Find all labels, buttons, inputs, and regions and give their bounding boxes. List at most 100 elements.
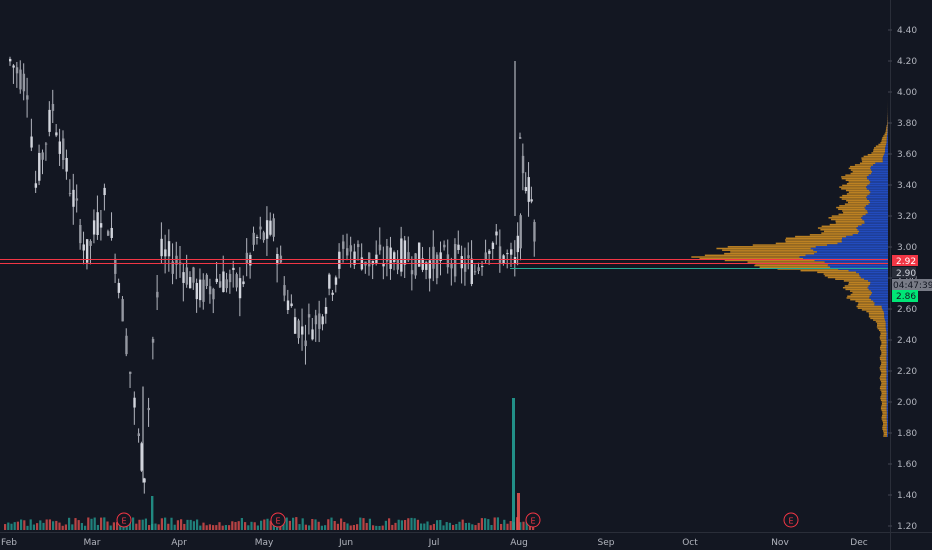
- volume-bar: [247, 525, 250, 530]
- candle-body: [519, 215, 522, 249]
- profile-bar-up: [865, 208, 888, 211]
- volume-bar: [52, 521, 55, 530]
- profile-bar-down: [881, 418, 887, 420]
- profile-bar-down: [880, 333, 887, 335]
- volume-bar: [128, 520, 131, 530]
- profile-bar-down: [883, 435, 888, 437]
- profile-bar-up: [885, 322, 888, 325]
- candle-body: [96, 212, 99, 235]
- profile-bar-up: [867, 194, 888, 197]
- profile-bar-down: [879, 338, 887, 340]
- volume-bar: [365, 522, 368, 530]
- profile-bar-down: [862, 160, 883, 163]
- profile-bar-down: [859, 162, 876, 164]
- earnings-marker[interactable]: [525, 512, 541, 528]
- profile-bar-up: [886, 351, 888, 354]
- profile-bar-down: [868, 315, 885, 318]
- profile-bar-down: [887, 121, 888, 124]
- volume-bar: [372, 525, 375, 530]
- profile-bar-up: [883, 310, 888, 313]
- volume-bar: [151, 496, 154, 530]
- volume-bar: [144, 518, 147, 530]
- profile-bar-down: [881, 341, 887, 344]
- candle-body: [238, 278, 242, 299]
- candle-body: [378, 244, 382, 251]
- candle-body: [457, 244, 460, 250]
- profile-bar-up: [875, 162, 888, 164]
- candle-body: [510, 249, 513, 255]
- volume-bar: [167, 523, 170, 530]
- profile-bar-up: [846, 235, 888, 238]
- volume-bar: [452, 524, 455, 530]
- profile-bar-up: [886, 375, 888, 378]
- candle-body: [235, 274, 238, 288]
- candle-body: [232, 267, 235, 270]
- volume-bar: [503, 519, 506, 530]
- volume-bar: [141, 519, 144, 530]
- price-tick-label: 3.80: [897, 119, 917, 129]
- volume-bar: [29, 519, 32, 530]
- profile-bar-down: [716, 247, 811, 250]
- profile-bar-down: [842, 286, 868, 289]
- volume-bar: [160, 518, 163, 530]
- profile-bar-up: [886, 361, 888, 364]
- volume-bar: [336, 523, 339, 530]
- candle-body: [269, 220, 272, 235]
- profile-bar-up: [871, 292, 888, 294]
- profile-bar-up: [852, 234, 888, 236]
- volume-bar: [317, 521, 320, 530]
- profile-bar-up: [867, 210, 888, 212]
- profile-bar-down: [855, 300, 874, 303]
- profile-bar-down: [850, 290, 871, 292]
- candle-body: [182, 272, 185, 283]
- volume-bar: [468, 522, 471, 530]
- candle-body: [516, 235, 520, 253]
- profile-bar-up: [886, 329, 888, 332]
- volume-bar: [68, 517, 71, 530]
- profile-bar-down: [845, 288, 869, 291]
- candle-body: [453, 244, 457, 277]
- volume-bar: [164, 517, 167, 530]
- volume-bar: [10, 523, 13, 530]
- profile-bar-down: [839, 196, 867, 199]
- volume-bar: [109, 525, 112, 530]
- profile-bar-down: [880, 142, 887, 144]
- volume-bar: [244, 522, 247, 530]
- volume-bar: [288, 520, 291, 530]
- volume-bar: [285, 517, 288, 530]
- earnings-marker[interactable]: [116, 512, 132, 528]
- price-tick-label: 1.20: [897, 522, 917, 532]
- profile-bar-up: [868, 174, 888, 176]
- profile-bar-up: [842, 237, 888, 240]
- candle-body: [425, 262, 428, 270]
- profile-bar-up: [867, 211, 888, 214]
- time-tick-label: Aug: [510, 538, 528, 548]
- profile-bar-down: [880, 396, 887, 398]
- profile-bar-up: [870, 281, 888, 284]
- earnings-marker[interactable]: [783, 512, 799, 528]
- profile-bar-up: [886, 367, 888, 369]
- profile-bar-up: [866, 186, 888, 188]
- earnings-marker[interactable]: [270, 512, 286, 528]
- profile-bar-down: [878, 329, 887, 332]
- profile-bar-up: [870, 191, 888, 193]
- profile-bar-down: [846, 297, 870, 299]
- profile-bar-down: [882, 421, 887, 424]
- profile-bar-down: [873, 150, 886, 153]
- volume-bar: [87, 517, 90, 530]
- profile-bar-up: [886, 380, 888, 383]
- candle-body: [301, 326, 304, 335]
- profile-bar-up: [866, 196, 888, 199]
- volume-bar: [493, 517, 496, 530]
- volume-bar: [474, 525, 477, 530]
- candle-body: [79, 224, 82, 244]
- countdown-label: 04:47:39: [893, 281, 932, 291]
- profile-bar-up: [886, 428, 888, 430]
- volume-bar: [202, 522, 205, 530]
- profile-bar-down: [881, 353, 887, 355]
- profile-bar-up: [862, 218, 888, 221]
- profile-bar-up: [886, 413, 888, 415]
- profile-bar-up: [857, 232, 888, 234]
- profile-bar-down: [724, 252, 815, 255]
- volume-bar: [253, 522, 256, 530]
